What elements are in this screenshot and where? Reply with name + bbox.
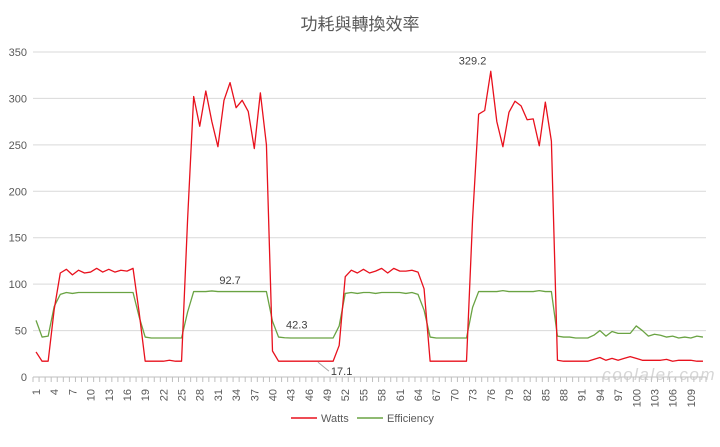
x-tick-label: 16 [122, 389, 134, 401]
data-labels: 329.2 92.7 42.3 17.1 [219, 55, 486, 378]
series-line-efficiency [35, 289, 704, 339]
x-tick-label: 37 [249, 389, 261, 401]
x-tick-label: 4 [49, 389, 61, 395]
x-tick-label: 97 [613, 389, 625, 401]
y-tick-label: 300 [9, 93, 27, 105]
x-tick-label: 82 [522, 389, 534, 401]
y-tick-label: 350 [9, 47, 27, 59]
data-label: 17.1 [331, 366, 352, 378]
y-tick-label: 50 [15, 326, 27, 338]
x-tick-label: 40 [267, 389, 279, 401]
x-tick-label: 55 [358, 389, 370, 401]
watermark-text: coolaler.com [602, 365, 716, 384]
legend: Watts Efficiency [291, 413, 434, 425]
x-tick-label: 79 [504, 389, 516, 401]
x-tick-label: 28 [195, 389, 207, 401]
y-tick-label: 150 [9, 233, 27, 245]
y-tick-label: 250 [9, 140, 27, 152]
x-tick-label: 34 [231, 389, 243, 401]
x-tick-label: 46 [304, 389, 316, 401]
x-tick-label: 76 [486, 389, 498, 401]
chart-title: 功耗與轉換效率 [301, 15, 420, 34]
x-tick-label: 13 [104, 389, 116, 401]
x-tick-label: 64 [413, 389, 425, 401]
x-tick-label: 58 [377, 389, 389, 401]
x-tick-label: 7 [67, 389, 79, 395]
x-tick-label: 19 [140, 389, 152, 401]
x-tick-label: 103 [649, 389, 661, 407]
gridlines [33, 51, 706, 332]
x-tick-label: 73 [468, 389, 480, 401]
x-tick-label: 100 [631, 389, 643, 407]
x-tick-label: 91 [577, 389, 589, 401]
series-lines [35, 70, 704, 362]
x-tick-label: 22 [158, 389, 170, 401]
x-tick-label: 49 [322, 389, 334, 401]
x-tick-label: 85 [540, 389, 552, 401]
series-line-watts [35, 70, 703, 362]
y-tick-label: 100 [9, 279, 27, 291]
x-tick-label: 31 [213, 389, 225, 401]
x-tick-label: 52 [340, 389, 352, 401]
x-tick-label: 109 [686, 389, 698, 407]
coolaler-watermark: coolaler.com [602, 365, 716, 384]
data-label-leader [317, 361, 330, 372]
y-tick-label: 200 [9, 186, 27, 198]
x-tick-label: 94 [595, 389, 607, 401]
data-label: 329.2 [459, 55, 487, 67]
y-tick-label: 0 [21, 372, 27, 384]
legend-label: Efficiency [387, 413, 434, 425]
data-label: 92.7 [219, 275, 240, 287]
x-tick-label: 61 [395, 389, 407, 401]
x-tick-label: 43 [286, 389, 298, 401]
x-tick-label: 10 [86, 389, 98, 401]
x-tick-label: 67 [431, 389, 443, 401]
legend-label: Watts [321, 413, 349, 425]
data-label: 42.3 [286, 320, 307, 332]
x-tick-label: 1 [31, 389, 43, 395]
x-tick-label: 106 [668, 389, 680, 407]
axes: 0 50 100 150 200 250 300 350 1 4 7 10 13 16 19 22 25 28 31… [9, 47, 707, 407]
x-tick-label: 70 [449, 389, 461, 401]
x-tick-label: 25 [177, 389, 189, 401]
x-tick-label: 88 [559, 389, 571, 401]
